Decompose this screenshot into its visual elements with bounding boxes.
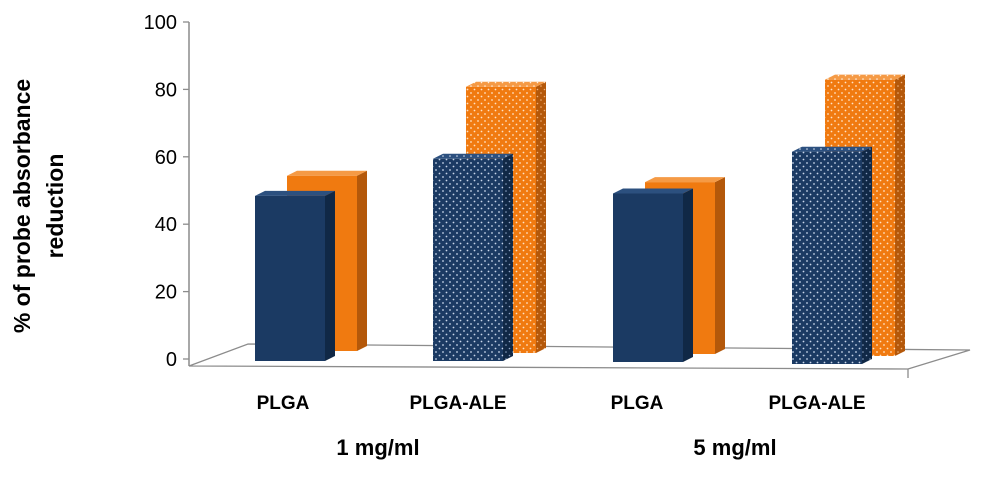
bar-front-2 xyxy=(433,153,513,361)
bars-front-series xyxy=(255,146,872,364)
bar-front-2-top xyxy=(433,153,513,159)
bar-back-1-side xyxy=(357,170,367,351)
y-tick-label: 80 xyxy=(155,79,177,101)
bar-back-4-top xyxy=(825,74,905,80)
bar-front-4-top xyxy=(792,146,872,152)
bar-front-4 xyxy=(792,146,872,364)
x-category-label: PLGA xyxy=(611,393,664,414)
bar-back-4-side xyxy=(895,74,905,356)
y-tick-label: 20 xyxy=(155,282,177,304)
floor-plane xyxy=(188,343,971,370)
bar-back-2-top xyxy=(466,81,546,87)
y-axis-title-line-1: % of probe absorbance xyxy=(9,79,35,333)
x-category-label: PLGA-ALE xyxy=(768,393,865,414)
axes xyxy=(188,22,971,378)
y-axis-ticks: 0 20 40 60 80 100 xyxy=(144,12,189,371)
y-tick-label: 60 xyxy=(155,147,177,169)
bar-front-3-side xyxy=(683,188,693,362)
bar-front-2-front xyxy=(433,158,503,361)
bar-back-3-side xyxy=(715,177,725,354)
bar-front-1-top xyxy=(255,190,335,196)
bar-back-3-top xyxy=(645,177,725,183)
y-axis-title-line-2: reduction xyxy=(42,154,68,259)
x-category-label: PLGA-ALE xyxy=(409,393,506,414)
bar-front-4-front xyxy=(792,151,862,364)
y-tick-label: 0 xyxy=(166,349,177,371)
y-tick-label: 100 xyxy=(144,12,177,34)
bar-back-2-side xyxy=(536,81,546,354)
bar-front-2-side xyxy=(503,153,513,361)
x-axis-labels: PLGA PLGA-ALE PLGA PLGA-ALE 1 mg/ml 5 mg/ml xyxy=(257,393,866,460)
bar-front-3-front xyxy=(613,193,683,362)
bar-front-3-top xyxy=(613,188,693,194)
bar-front-3 xyxy=(613,188,693,362)
x-group-label: 1 mg/ml xyxy=(336,435,419,460)
x-group-label: 5 mg/ml xyxy=(693,435,776,460)
bar-front-4-side xyxy=(862,146,872,364)
bar-front-1-front xyxy=(255,195,325,361)
bar-back-1-top xyxy=(287,170,367,176)
bar-front-1 xyxy=(255,190,335,361)
y-tick-label: 40 xyxy=(155,214,177,236)
x-category-label: PLGA xyxy=(257,393,310,414)
bar-front-1-side xyxy=(325,190,335,361)
